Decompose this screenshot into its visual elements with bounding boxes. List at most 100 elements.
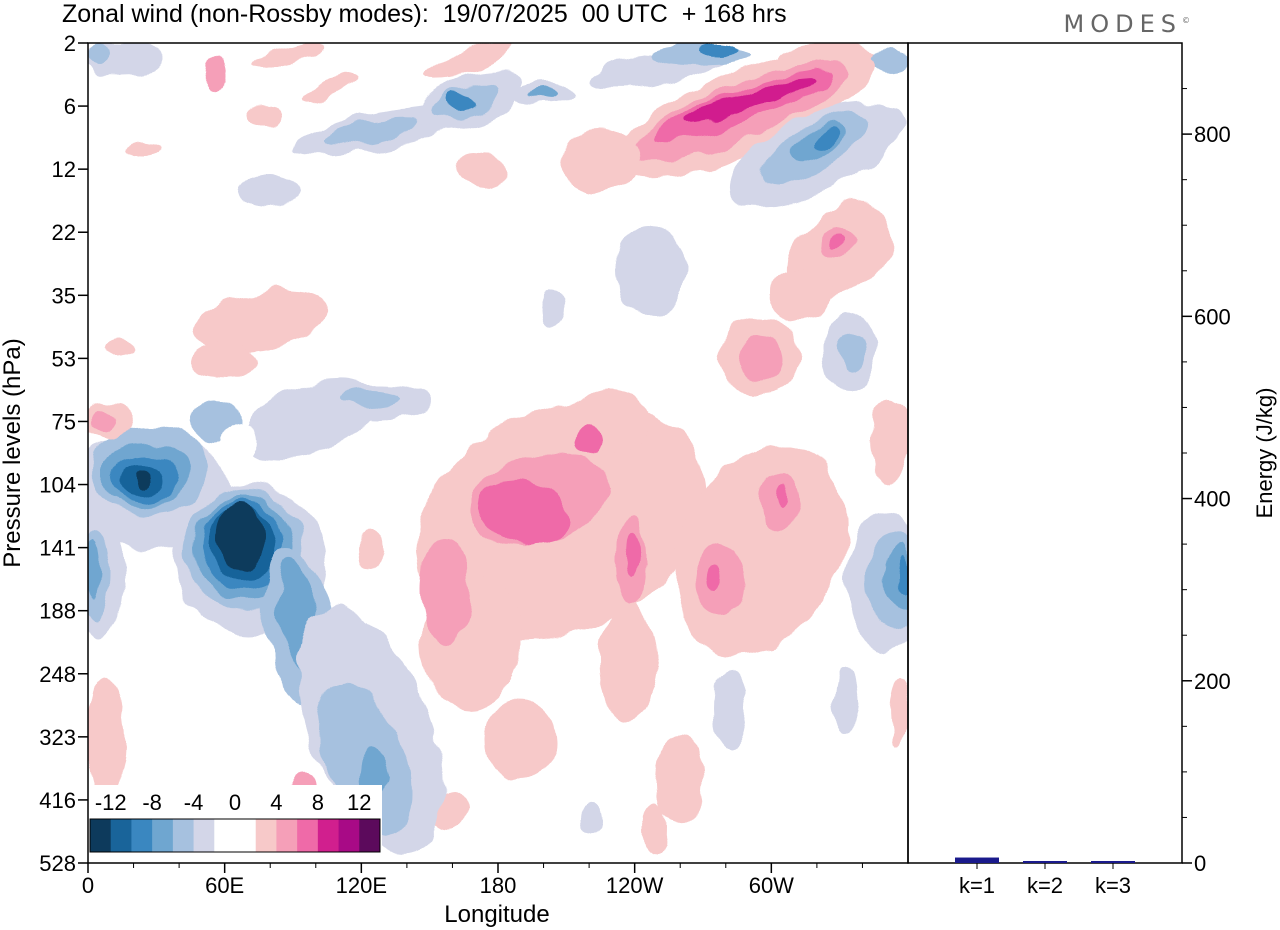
contour-pink <box>427 43 513 80</box>
colorbar-swatch <box>172 819 195 852</box>
chart-title: Zonal wind (non-Rossby modes): 19/07/202… <box>62 0 787 28</box>
contour-pink <box>105 341 135 359</box>
contour-blue <box>815 128 841 148</box>
colorbar-label: -12 <box>95 790 127 815</box>
contour-blue <box>838 332 866 368</box>
y-tick-label: 12 <box>52 157 76 182</box>
contour-pink <box>455 152 505 188</box>
contour-pink <box>777 481 789 509</box>
contour-blue <box>712 670 748 750</box>
contour-blue <box>340 389 400 407</box>
contour-pink <box>190 289 330 351</box>
x-axis-label: Longitude <box>444 901 549 928</box>
contour-blue <box>446 95 474 111</box>
colorbar-label: 8 <box>312 790 324 815</box>
contour-pink <box>600 600 660 720</box>
x-axis: 0 60E 120E 180 120W 60W <box>82 863 863 898</box>
contour-pink <box>870 400 908 480</box>
brand-logo: MODES© <box>1064 10 1190 38</box>
y-tick-label: 2 <box>64 31 76 56</box>
brand-text: MODES <box>1063 10 1182 38</box>
x-tick-label: 180 <box>480 873 517 898</box>
contour-blue <box>216 503 266 571</box>
y-tick-label: 416 <box>39 788 76 813</box>
colorbar: -12 -8 -4 0 4 8 12 <box>88 785 382 856</box>
colorbar-label: -8 <box>142 790 162 815</box>
energy-bar <box>1023 861 1067 863</box>
colorbar-label: 0 <box>229 790 241 815</box>
contour-blue <box>240 175 300 205</box>
colorbar-swatch <box>90 819 112 852</box>
y-axis: 2 6 12 22 35 53 75 104 141 188 248 323 416 528 <box>39 31 88 876</box>
energy-axis-label: Energy (J/kg) <box>1252 388 1277 519</box>
contour-pink <box>205 55 225 95</box>
contour-pink <box>88 680 125 800</box>
energy-bar <box>1091 861 1135 863</box>
energy-bar <box>955 857 999 863</box>
heatmap-field <box>88 43 908 855</box>
contour-pink <box>655 735 705 825</box>
y-tick-label: 75 <box>52 409 76 434</box>
contour-blue <box>578 805 602 835</box>
colorbar-swatch <box>255 819 277 852</box>
contour-blue <box>700 44 740 56</box>
energy-category-label: k=3 <box>1095 873 1131 898</box>
contour-blue <box>321 117 419 147</box>
contour-pink <box>481 482 569 548</box>
contour-pink <box>302 73 358 103</box>
y-tick-label: 104 <box>39 473 76 498</box>
colorbar-swatch <box>235 819 257 852</box>
colorbar-swatch <box>276 819 298 852</box>
contour-blue <box>88 540 100 600</box>
brand-mark: © <box>1182 16 1190 25</box>
contour-pink <box>710 568 726 592</box>
colorbar-swatch <box>338 819 360 852</box>
y-tick-label: 141 <box>39 536 76 561</box>
contour-pink <box>356 530 384 570</box>
contour-pink <box>249 105 281 125</box>
contour-pink <box>683 77 817 123</box>
colorbar-swatch <box>193 819 215 852</box>
contour-blue <box>872 46 908 74</box>
contour-pink <box>831 234 845 246</box>
contour-pink <box>770 269 830 321</box>
contour-blue <box>615 225 685 315</box>
colorbar-label: 4 <box>270 790 282 815</box>
energy-category-label: k=1 <box>959 873 995 898</box>
y-tick-label: 528 <box>39 851 76 876</box>
y-tick-label: 6 <box>64 94 76 119</box>
energy-tick-label: 600 <box>1194 304 1231 329</box>
energy-tick-label: 200 <box>1194 669 1231 694</box>
contour-pink <box>122 142 158 158</box>
contour-pink <box>190 342 260 378</box>
contour-pink <box>251 43 329 69</box>
contour-pink <box>420 535 470 645</box>
y-tick-label: 188 <box>39 599 76 624</box>
y-tick-label: 35 <box>52 283 76 308</box>
colorbar-swatch <box>359 819 381 852</box>
energy-bars: k=1 k=2 k=3 <box>955 857 1135 898</box>
contour-blue <box>543 290 567 330</box>
colorbar-swatch <box>214 819 236 852</box>
contour-pink <box>578 425 602 455</box>
contour-pink <box>738 336 782 384</box>
energy-tick-label: 0 <box>1194 851 1206 876</box>
contour-blue <box>833 665 857 735</box>
contour-blue <box>899 557 908 593</box>
colorbar-swatch <box>110 819 132 852</box>
contour-pink <box>91 410 115 430</box>
colorbar-label: 12 <box>347 790 371 815</box>
energy-tick-label: 400 <box>1194 487 1231 512</box>
colorbar-frame <box>89 818 381 853</box>
y-tick-label: 53 <box>52 346 76 371</box>
contour-pink <box>626 533 640 577</box>
colorbar-label: -4 <box>184 790 204 815</box>
y-tick-label: 323 <box>39 725 76 750</box>
contour-white <box>222 422 258 458</box>
contour-pink <box>890 675 908 745</box>
energy-tick-label: 800 <box>1194 122 1231 147</box>
contour-blue <box>88 45 115 65</box>
colorbar-swatch <box>297 819 319 852</box>
y-tick-label: 22 <box>52 220 76 245</box>
